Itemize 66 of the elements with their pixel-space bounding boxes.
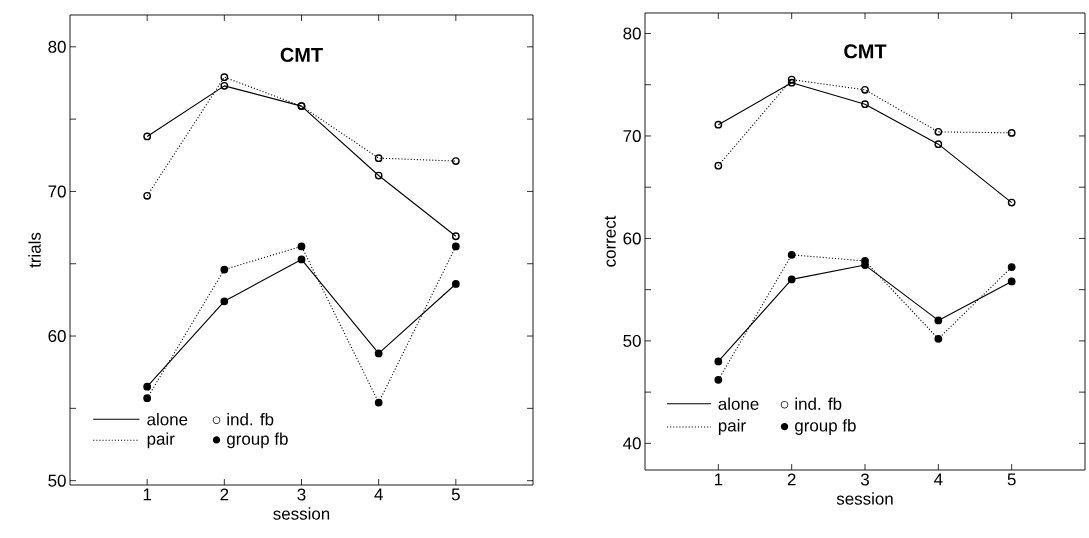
x-tick-label: 1 (143, 488, 152, 501)
point (787, 78, 796, 87)
point (1007, 263, 1016, 271)
y-tick-label: 70 (623, 129, 641, 142)
annotation: alone (718, 397, 759, 410)
point (934, 334, 943, 343)
point (220, 265, 229, 274)
x-tick-label: 5 (1007, 473, 1016, 486)
y-axis-title: trials (28, 232, 41, 268)
point (861, 257, 869, 265)
annotation: ● group fb (212, 432, 288, 449)
point (787, 250, 796, 259)
annotation: ● group fb (780, 419, 856, 435)
point (297, 255, 306, 264)
point (220, 73, 229, 82)
y-tick-label: 80 (48, 40, 66, 53)
point (220, 297, 229, 306)
point (297, 242, 306, 251)
x-tick-label: 4 (934, 473, 943, 486)
y-tick-label: 70 (48, 185, 66, 198)
point (220, 81, 229, 90)
point (934, 316, 943, 325)
y-tick-label: 80 (623, 27, 641, 40)
x-axis-title: session (273, 507, 330, 520)
point (374, 154, 383, 163)
x-tick-label: 2 (220, 488, 229, 501)
point (374, 398, 383, 407)
y-tick-label: 50 (623, 334, 641, 347)
point (861, 100, 869, 109)
annotation: alone (147, 412, 188, 426)
x-tick-label: 3 (297, 488, 306, 501)
point (451, 242, 460, 251)
y-tick-label: 50 (48, 474, 66, 487)
y-tick-label: 60 (623, 232, 641, 245)
annotation: pair (718, 419, 746, 435)
y-axis-title: correct (604, 215, 616, 267)
point (143, 382, 152, 391)
point (934, 127, 943, 136)
x-tick-label: 2 (787, 473, 796, 486)
text: CMT (280, 47, 323, 62)
point (787, 75, 796, 84)
point (143, 191, 152, 200)
y-tick-label: 40 (623, 437, 641, 450)
point (787, 275, 796, 284)
point (1007, 129, 1016, 137)
annotation: pair (147, 432, 175, 449)
point (451, 157, 460, 165)
point (714, 161, 723, 170)
point (714, 375, 723, 384)
point (861, 85, 869, 94)
point (451, 280, 460, 288)
x-tick-label: 3 (860, 473, 869, 486)
point (714, 357, 723, 366)
x-tick-label: 5 (451, 488, 460, 501)
y-tick-label: 60 (48, 330, 66, 343)
point (1007, 277, 1016, 286)
point (934, 140, 943, 149)
x-tick-label: 4 (374, 488, 383, 501)
point (374, 171, 383, 180)
point (374, 349, 383, 358)
text: CMT (844, 44, 887, 59)
x-tick-label: 1 (714, 473, 723, 486)
annotation: ○ ind. fb (212, 412, 274, 426)
annotation: ○ ind. fb (780, 397, 842, 410)
x-axis-title: session (836, 492, 893, 505)
point (143, 394, 152, 403)
